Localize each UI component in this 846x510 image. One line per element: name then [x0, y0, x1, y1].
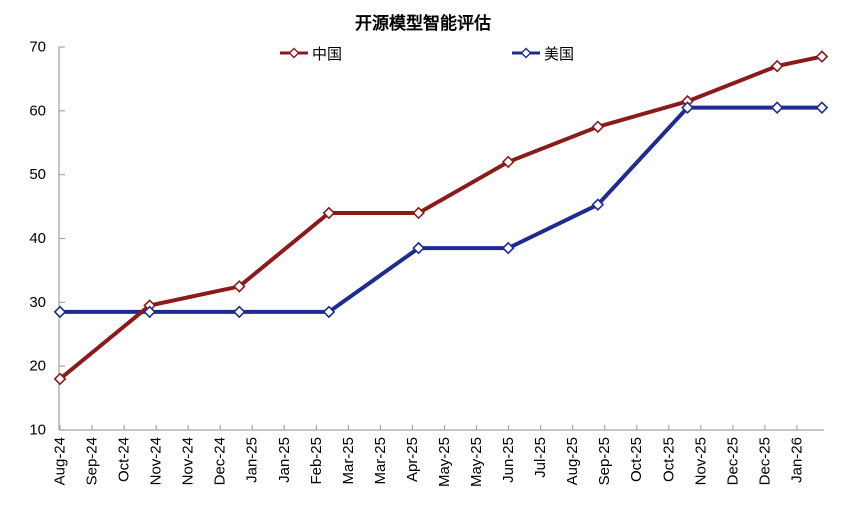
- series-line-china: [58, 54, 823, 381]
- x-axis-tick-label: Nov-24: [148, 437, 165, 485]
- x-axis-tick-label: May-25: [468, 437, 485, 487]
- china-line-diamond-icon: [280, 47, 308, 59]
- y-axis-tick-label: 30: [29, 294, 46, 311]
- x-axis-tick-label: Oct-25: [628, 437, 645, 482]
- data-point-marker-us: [815, 101, 829, 114]
- data-point-marker-china: [232, 280, 246, 293]
- x-axis-tick-label: Jul-25: [532, 437, 549, 478]
- y-axis-tick-label: 20: [29, 358, 46, 375]
- x-axis-tick-label: Jun-25: [500, 437, 517, 483]
- data-point-marker-us: [322, 305, 336, 319]
- x-axis-tick-label: Jan-25: [276, 437, 293, 483]
- y-axis-tick-label: 50: [29, 166, 46, 183]
- data-point-marker-china: [322, 206, 336, 220]
- data-point-marker-us: [681, 101, 694, 114]
- data-point-marker-us: [232, 305, 246, 319]
- data-point-marker-us: [53, 305, 67, 319]
- x-axis-tick-label: Dec-25: [724, 437, 741, 485]
- y-axis-tick-label: 10: [29, 422, 46, 439]
- x-axis-tick-label: Jan-26: [788, 437, 805, 483]
- legend-label-us: 美国: [544, 45, 575, 63]
- chart-title: 开源模型智能评估: [355, 14, 491, 33]
- x-axis-tick-label: Dec-25: [756, 437, 773, 485]
- legend-item-china: 中国: [279, 44, 343, 63]
- series-line-us: [60, 105, 822, 314]
- x-axis-tick-label: Mar-25: [372, 437, 389, 485]
- data-point-marker-china: [591, 120, 605, 134]
- x-axis-tick-label: Feb-25: [308, 437, 325, 485]
- data-point-marker-us: [770, 101, 784, 114]
- us-line-diamond-icon: [512, 47, 540, 59]
- x-axis-tick-label: Nov-25: [692, 437, 709, 485]
- x-axis-tick-label: Dec-24: [212, 437, 229, 485]
- data-point-marker-china: [53, 372, 67, 386]
- x-axis-tick-label: Aug-24: [52, 437, 69, 485]
- x-axis-tick-label: Nov-24: [180, 437, 197, 485]
- y-axis-tick-label: 60: [29, 102, 46, 119]
- data-point-marker-us: [501, 241, 515, 255]
- data-point-marker-us: [412, 241, 425, 255]
- data-point-marker-china: [412, 206, 425, 220]
- legend-label-china: 中国: [312, 45, 343, 63]
- x-axis-tick-label: Sep-24: [84, 437, 101, 485]
- y-axis-tick-label: 40: [29, 230, 46, 247]
- data-point-marker-china: [501, 155, 515, 169]
- y-axis-tick-label: 70: [29, 39, 46, 56]
- data-point-marker-us: [143, 305, 156, 319]
- x-axis-tick-label: Jan-25: [244, 437, 261, 483]
- x-axis-tick-label: Mar-25: [340, 437, 357, 485]
- x-axis-tick-label: Oct-25: [660, 437, 677, 482]
- x-axis-tick-label: Aug-25: [564, 437, 581, 485]
- data-point-marker-china: [815, 50, 829, 63]
- data-point-marker-china: [770, 59, 784, 73]
- x-axis-tick-label: Apr-25: [404, 437, 421, 482]
- x-axis-tick-label: Oct-24: [116, 437, 133, 482]
- x-axis-tick-label: May-25: [436, 437, 453, 487]
- x-axis-tick-label: Sep-25: [596, 437, 613, 485]
- legend-item-us: 美国: [511, 44, 575, 63]
- data-point-marker-us: [591, 198, 605, 211]
